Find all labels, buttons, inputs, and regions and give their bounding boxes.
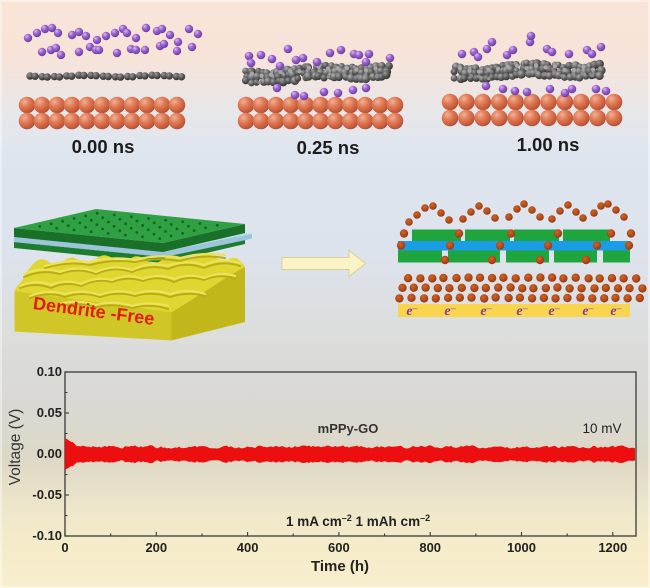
svg-text:0: 0 — [61, 540, 68, 555]
svg-text:1 mA cm–2 1 mAh cm–2: 1 mA cm–2 1 mAh cm–2 — [286, 513, 430, 529]
svg-text:400: 400 — [237, 540, 259, 555]
svg-text:e–: e– — [582, 304, 593, 320]
svg-text:200: 200 — [145, 540, 167, 555]
svg-text:800: 800 — [419, 540, 441, 555]
svg-text:e–: e– — [610, 304, 621, 320]
svg-text:-0.05: -0.05 — [32, 487, 62, 502]
svg-text:600: 600 — [328, 540, 350, 555]
svg-text:Voltage (V): Voltage (V) — [7, 409, 24, 486]
svg-text:mPPy-GO: mPPy-GO — [318, 421, 379, 436]
svg-text:0.05: 0.05 — [37, 405, 62, 420]
svg-text:e–: e– — [480, 304, 491, 320]
svg-text:-0.10: -0.10 — [32, 528, 62, 543]
svg-text:0.25 ns: 0.25 ns — [297, 137, 360, 158]
svg-text:0.10: 0.10 — [37, 364, 62, 379]
svg-text:0.00 ns: 0.00 ns — [72, 136, 135, 157]
svg-text:1200: 1200 — [598, 540, 627, 555]
svg-text:e–: e– — [548, 304, 559, 320]
svg-text:1.00 ns: 1.00 ns — [517, 134, 580, 155]
svg-text:e–: e– — [444, 304, 455, 320]
svg-text:Time (h): Time (h) — [311, 558, 369, 575]
svg-text:1000: 1000 — [507, 540, 536, 555]
svg-text:e–: e– — [406, 304, 417, 320]
svg-text:e–: e– — [516, 304, 527, 320]
svg-text:0.00: 0.00 — [37, 446, 62, 461]
svg-text:10 mV: 10 mV — [582, 421, 621, 436]
